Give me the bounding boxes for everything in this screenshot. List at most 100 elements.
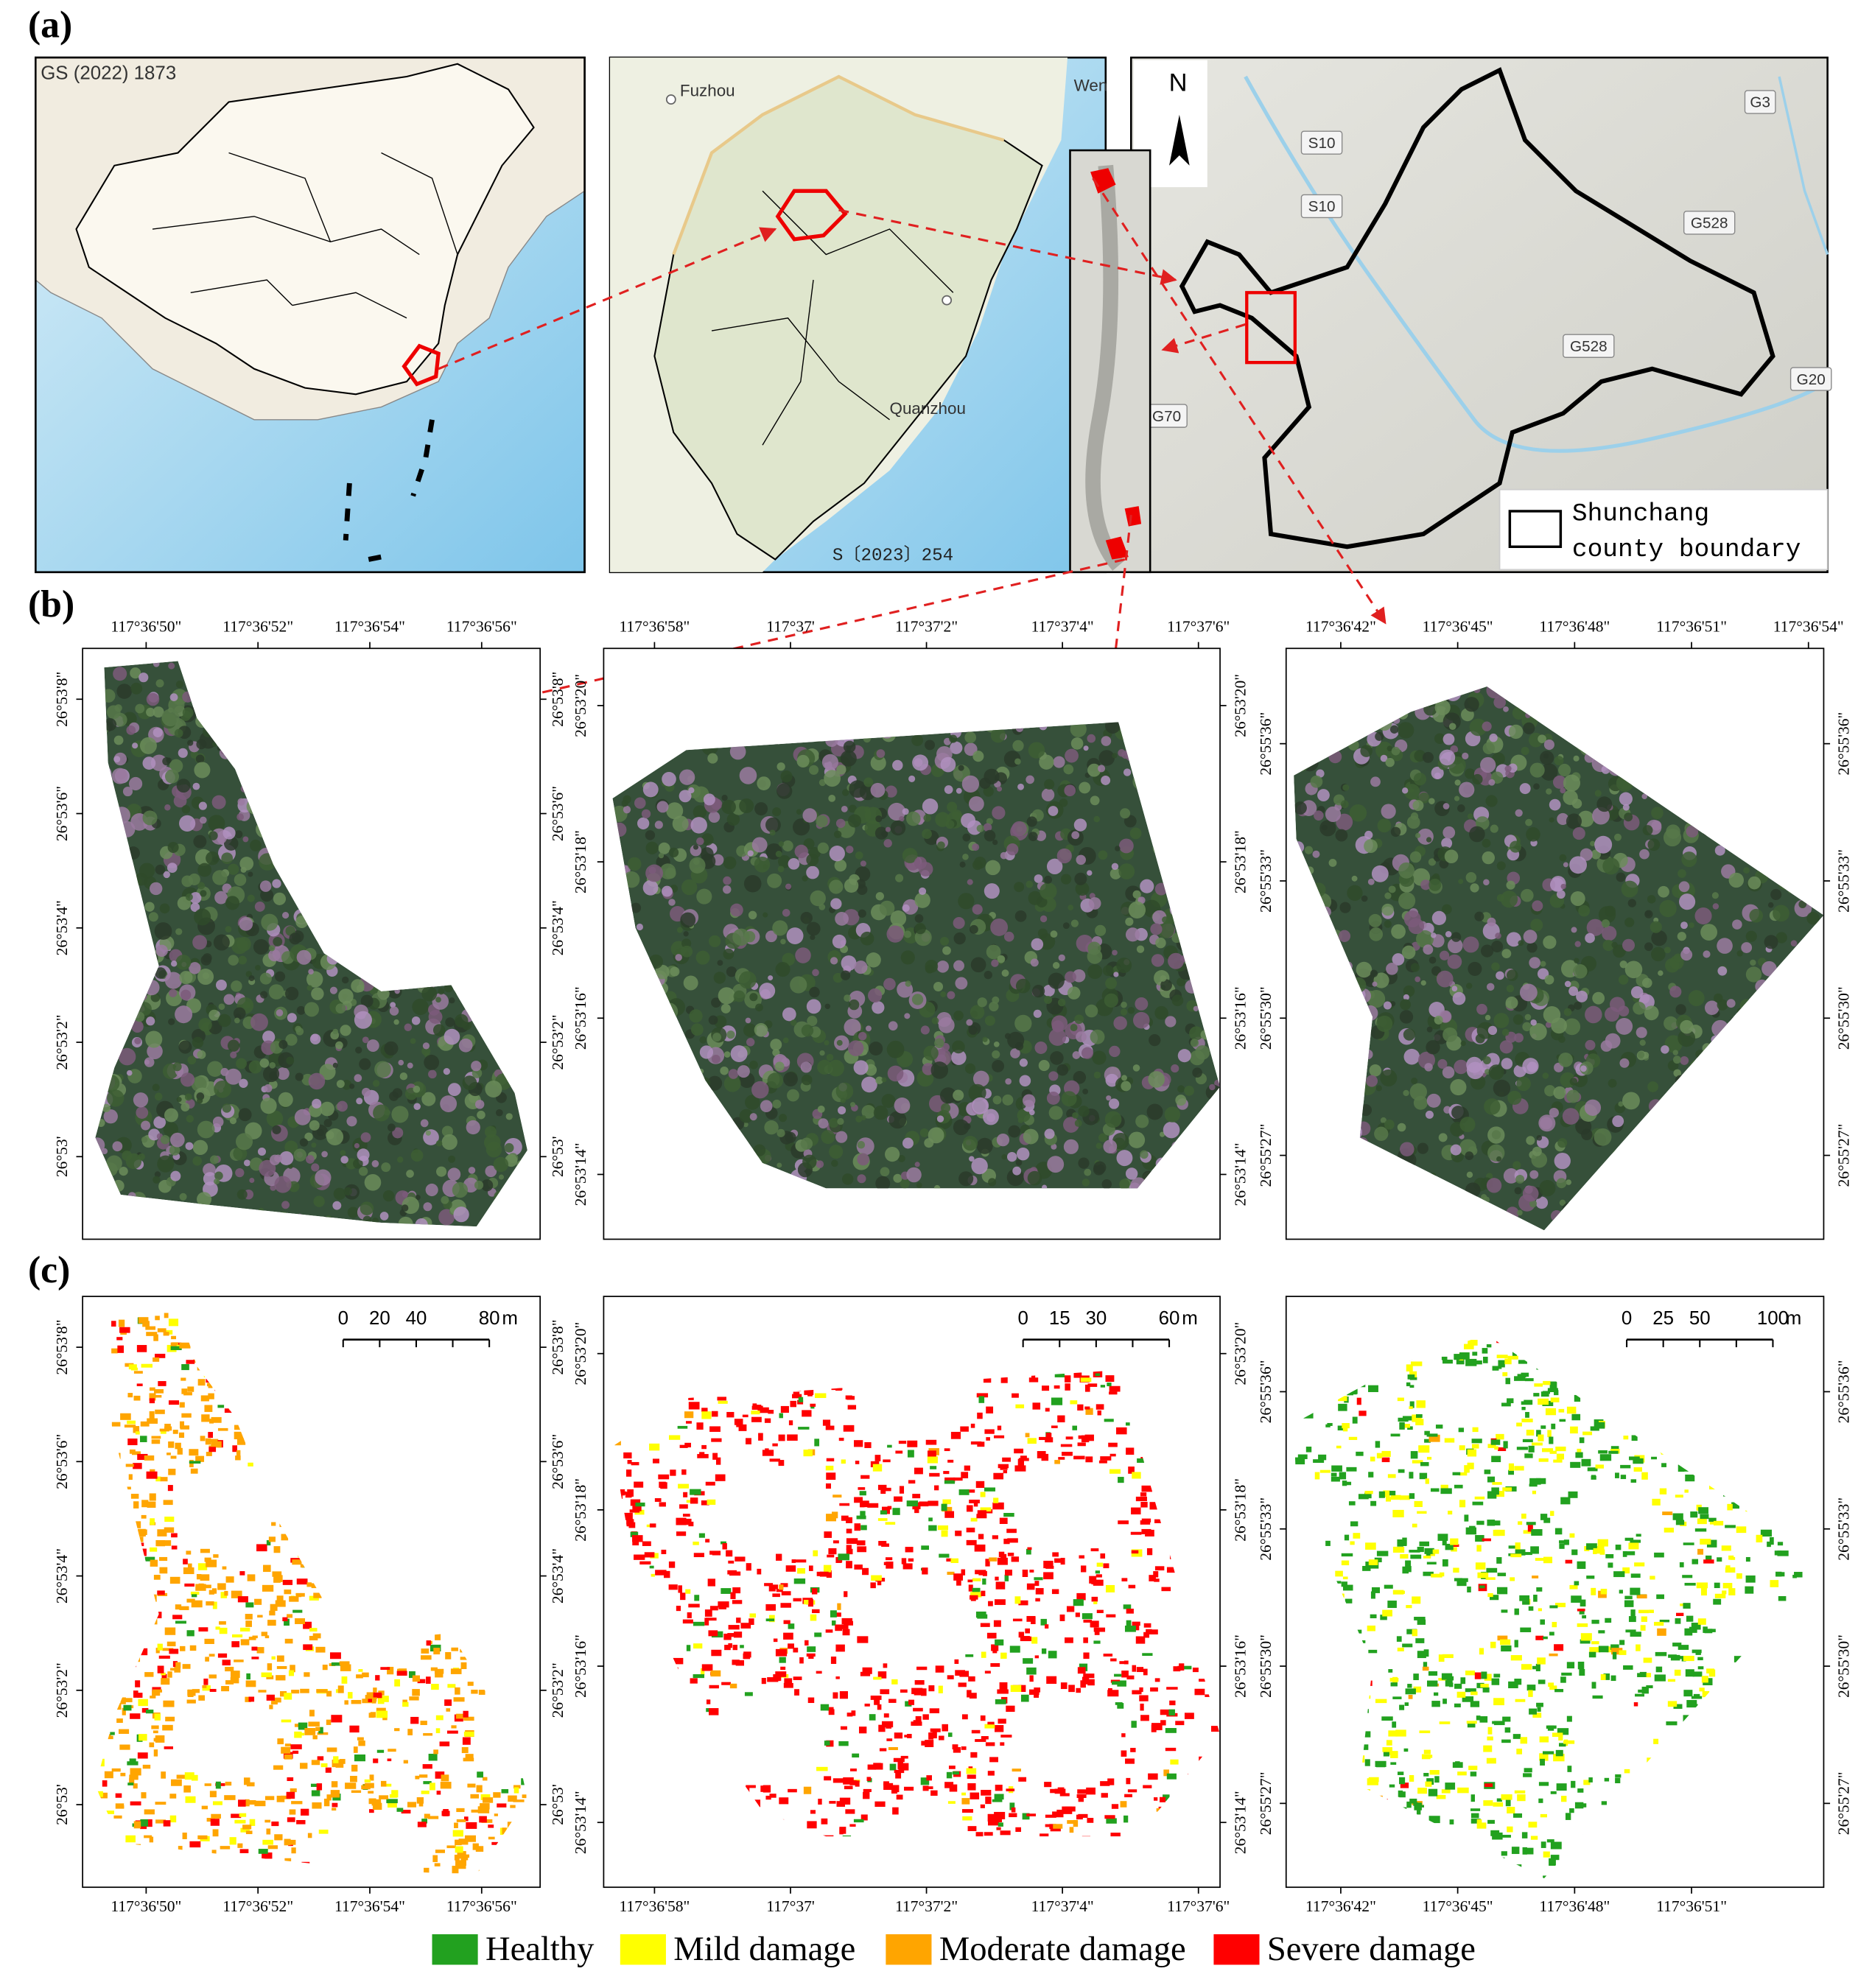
canopy (1116, 1150, 1133, 1167)
class-pixel (175, 1662, 181, 1668)
class-pixel (208, 1445, 213, 1449)
canopy (1465, 983, 1473, 989)
class-pixel (376, 1749, 385, 1753)
canopy (1485, 795, 1498, 807)
class-pixel (242, 1824, 252, 1830)
canopy (782, 840, 793, 851)
class-pixel (246, 1673, 250, 1680)
canopy (1658, 885, 1669, 898)
class-pixel (286, 1791, 295, 1799)
canopy (1428, 858, 1437, 866)
canopy (842, 789, 849, 796)
canopy (668, 899, 676, 906)
canopy (1012, 1166, 1022, 1176)
canopy (1076, 854, 1087, 865)
class-pixel (201, 1805, 208, 1810)
canopy (1694, 907, 1712, 925)
canopy (1078, 1157, 1090, 1169)
canopy (857, 1174, 866, 1184)
canopy (1681, 851, 1697, 868)
canopy (785, 883, 792, 890)
canopy (1403, 1089, 1409, 1097)
canopy (1400, 1142, 1414, 1157)
canopy (1470, 883, 1479, 893)
canopy (1442, 733, 1455, 745)
canopy (1680, 949, 1693, 961)
canopy (189, 892, 202, 904)
canopy (1775, 932, 1787, 944)
canopy (354, 1142, 360, 1149)
canopy (1432, 873, 1440, 881)
canopy (723, 885, 732, 894)
canopy (312, 1098, 322, 1109)
canopy (1480, 944, 1494, 958)
canopy (990, 728, 1006, 743)
canopy (656, 801, 669, 813)
canopy (208, 831, 218, 840)
canopy (1159, 1131, 1165, 1137)
class-pixel (401, 1810, 411, 1814)
canopy (1115, 846, 1121, 851)
canopy (340, 1150, 346, 1156)
canopy (447, 1083, 461, 1097)
canopy (214, 1178, 220, 1184)
canopy (858, 1032, 867, 1041)
canopy (235, 1133, 253, 1151)
canopy (199, 816, 207, 824)
canopy (890, 820, 906, 836)
canopy (1118, 863, 1135, 879)
canopy (504, 1142, 514, 1153)
canopy (1044, 875, 1053, 884)
canopy (689, 1009, 703, 1023)
canopy (184, 1093, 192, 1101)
city-label: Quanzhou (890, 399, 966, 418)
class-pixel (258, 1690, 267, 1693)
canopy (266, 1110, 284, 1127)
class-pixel (433, 1648, 441, 1655)
class-pixel (289, 1809, 296, 1815)
class-pixel (428, 1753, 438, 1761)
canopy (1717, 938, 1733, 954)
canopy (1423, 751, 1434, 763)
canopy (1452, 991, 1466, 1005)
map-panel: 117°36'50" 117°36'52" 117°36'54" 117°36'56"… (53, 618, 567, 1240)
canopy (712, 1033, 722, 1042)
canopy (1441, 837, 1453, 849)
class-pixel (133, 1463, 142, 1469)
class-pixel (201, 1414, 210, 1422)
canopy (222, 826, 236, 840)
canopy (1118, 838, 1134, 854)
canopy (937, 841, 945, 849)
canopy (1465, 872, 1477, 883)
canopy (751, 1081, 769, 1099)
canopy (1361, 895, 1368, 902)
canopy (144, 902, 155, 912)
canopy (180, 1072, 195, 1087)
canopy (203, 1172, 217, 1186)
canopy (1560, 787, 1566, 794)
class-pixel (155, 1539, 165, 1547)
canopy (167, 841, 179, 854)
canopy (240, 866, 247, 873)
class-pixel (146, 1471, 158, 1479)
canopy (844, 1019, 861, 1036)
class-pixel (190, 1591, 200, 1595)
canopy (1028, 891, 1042, 905)
class-pixel (292, 1559, 302, 1565)
canopy (642, 879, 659, 896)
canopy (955, 977, 968, 990)
class-pixel (387, 1666, 394, 1675)
class-pixel (421, 1791, 430, 1794)
canopy (1076, 1031, 1087, 1043)
class-pixel (402, 1699, 407, 1704)
canopy (1530, 919, 1543, 932)
canopy (295, 1025, 302, 1033)
canopy (1368, 913, 1382, 927)
canopy (131, 1020, 144, 1033)
canopy (1403, 985, 1415, 997)
class-pixel (133, 1371, 143, 1374)
canopy (962, 1135, 978, 1151)
canopy (1650, 921, 1662, 933)
canopy (757, 776, 771, 790)
